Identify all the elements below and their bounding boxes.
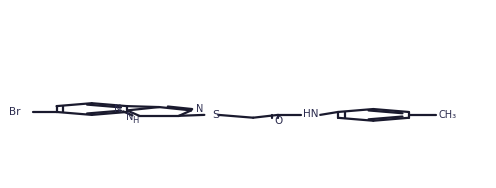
- Text: CH₃: CH₃: [439, 110, 457, 120]
- Text: N: N: [125, 112, 133, 122]
- Text: HN: HN: [303, 109, 318, 119]
- Text: H: H: [132, 116, 138, 125]
- Text: N: N: [115, 105, 122, 114]
- Text: Br: Br: [9, 107, 21, 117]
- Text: S: S: [212, 110, 219, 120]
- Text: O: O: [274, 116, 282, 126]
- Text: N: N: [196, 105, 204, 114]
